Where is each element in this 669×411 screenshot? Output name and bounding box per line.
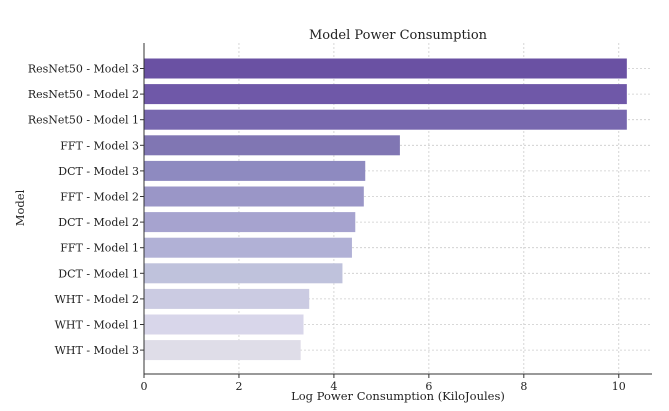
- x-tick-label: 10: [612, 380, 626, 393]
- bar: [144, 186, 364, 207]
- bar: [144, 340, 301, 361]
- x-tick-label: 6: [425, 380, 432, 393]
- bar: [144, 84, 627, 105]
- y-tick-label: FFT - Model 2: [60, 191, 139, 204]
- y-tick-label: DCT - Model 1: [58, 267, 139, 280]
- y-tick-label: FFT - Model 3: [60, 139, 139, 152]
- bar: [144, 135, 400, 156]
- bar: [144, 109, 627, 130]
- bar: [144, 212, 356, 233]
- bar: [144, 288, 310, 309]
- y-tick-labels: ResNet50 - Model 3 ResNet50 - Model 2 ResN…: [28, 63, 144, 357]
- x-tick-label: 8: [520, 380, 527, 393]
- x-tick-label: 2: [235, 380, 242, 393]
- bar: [144, 314, 304, 335]
- y-axis-label: Model: [13, 189, 27, 226]
- y-tick-label: WHT - Model 3: [55, 344, 139, 357]
- bar: [144, 58, 627, 79]
- bar: [144, 237, 352, 258]
- x-tick-label: 0: [141, 380, 148, 393]
- y-tick-label: ResNet50 - Model 3: [28, 63, 139, 76]
- bar: [144, 160, 366, 181]
- y-tick-label: DCT - Model 3: [58, 165, 139, 178]
- y-tick-label: WHT - Model 1: [55, 319, 139, 332]
- bar: [144, 263, 343, 284]
- y-tick-label: DCT - Model 2: [58, 216, 139, 229]
- x-axis-label: Log Power Consumption (KiloJoules): [291, 389, 505, 403]
- y-tick-label: WHT - Model 2: [55, 293, 139, 306]
- x-tick-label: 4: [330, 380, 337, 393]
- y-tick-label: FFT - Model 1: [60, 242, 139, 255]
- bars: [144, 58, 627, 361]
- y-tick-label: ResNet50 - Model 1: [28, 114, 139, 127]
- chart-title: Model Power Consumption: [309, 28, 488, 43]
- x-tick-labels: 0 2 4 6 8 10: [141, 374, 626, 393]
- y-tick-label: ResNet50 - Model 2: [28, 88, 139, 101]
